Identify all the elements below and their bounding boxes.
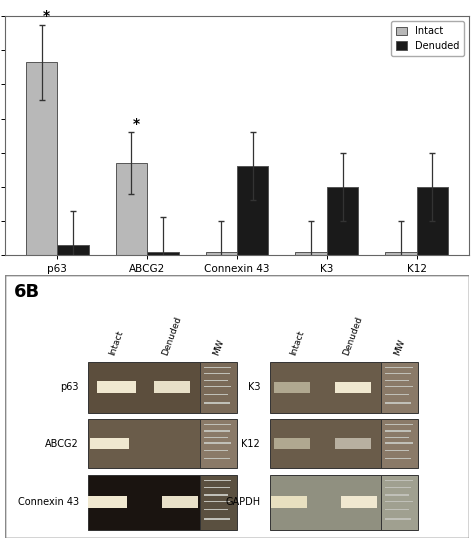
Bar [203,501,231,502]
Bar [203,431,229,432]
Bar [385,509,409,510]
Bar [203,394,228,395]
Bar [203,458,229,459]
Bar [203,480,231,481]
Bar [237,166,268,255]
Bar [385,487,411,488]
Bar [327,187,358,255]
Text: *: * [43,9,50,23]
Text: Connexin 43: Connexin 43 [18,497,79,507]
Text: Denuded: Denuded [342,315,365,356]
Bar [203,443,231,444]
Bar [26,62,57,255]
Bar [381,362,418,413]
Bar [88,419,200,468]
Bar [385,458,411,459]
Bar [270,419,381,468]
Bar [335,438,371,449]
Bar [385,386,412,387]
Bar [385,494,409,496]
Bar [381,419,418,468]
Bar [385,251,417,255]
Bar [270,362,381,413]
Bar [203,373,229,375]
Bar [273,438,310,449]
Bar [203,509,228,510]
Bar [57,245,89,255]
Bar [295,251,327,255]
Bar [385,437,409,438]
Text: Intact: Intact [289,329,306,356]
Bar [335,382,371,393]
Bar [203,450,228,451]
Bar [385,480,412,481]
Bar [88,475,200,529]
Bar [385,394,409,395]
Bar [385,501,412,502]
Bar [341,496,377,508]
Bar [203,367,231,368]
Bar [203,402,229,403]
Bar [88,496,128,508]
Bar [88,362,200,413]
Text: K3: K3 [248,382,260,392]
Bar [385,373,411,375]
Bar [385,431,411,432]
Bar [154,381,190,393]
Bar [162,496,199,508]
Bar [206,251,237,255]
Text: 6B: 6B [14,283,40,301]
Text: *: * [132,117,139,130]
Text: K12: K12 [241,439,260,449]
Bar [271,496,307,508]
Text: MW: MW [392,338,407,356]
Bar [273,382,310,393]
Text: GAPDH: GAPDH [225,497,260,507]
Legend: Intact, Denuded: Intact, Denuded [391,21,465,56]
Text: ABCG2: ABCG2 [46,439,79,449]
Bar [97,381,136,393]
Text: p63: p63 [61,382,79,392]
Bar [381,475,418,529]
Bar [203,437,228,438]
Bar [203,424,231,425]
Bar [385,424,412,425]
Bar [385,380,409,381]
Bar [417,187,448,255]
Bar [270,475,381,529]
Bar [203,380,228,381]
Bar [90,438,129,449]
Bar [203,519,229,520]
Bar [385,519,411,520]
Text: Denuded: Denuded [161,315,183,356]
Bar [203,386,231,387]
Bar [200,362,237,413]
Bar [203,494,228,496]
Text: Intact: Intact [108,329,125,356]
Bar [200,419,237,468]
Bar [200,475,237,529]
Bar [385,450,409,451]
Bar [385,367,412,368]
Text: MW: MW [211,338,226,356]
Bar [116,163,147,255]
Bar [203,487,229,488]
Bar [147,251,179,255]
Bar [385,443,412,444]
Bar [385,402,411,403]
